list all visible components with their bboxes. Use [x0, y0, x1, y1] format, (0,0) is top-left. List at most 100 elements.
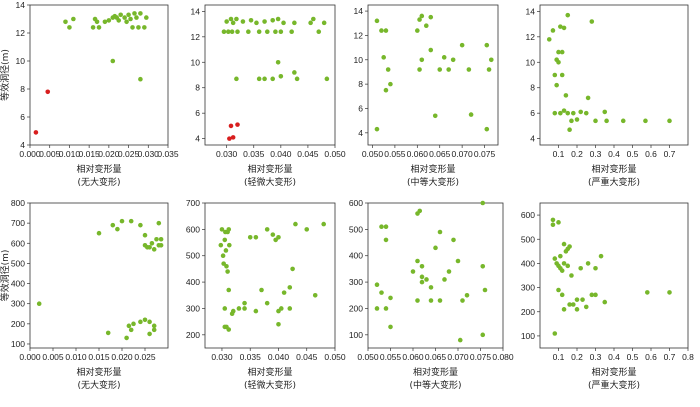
data-point	[316, 29, 322, 35]
x-tick-label: 0.005	[39, 149, 61, 159]
data-point	[290, 266, 295, 272]
data-point	[279, 306, 284, 311]
x-axis-sublabel: (轻微大变形)	[244, 176, 296, 188]
data-point	[419, 57, 425, 63]
data-point	[550, 28, 556, 33]
data-point	[550, 222, 556, 228]
data-point	[270, 76, 276, 82]
data-point	[275, 16, 281, 22]
data-point	[264, 300, 270, 306]
data-point	[281, 20, 286, 26]
data-point	[602, 109, 608, 115]
y-tick-label: 200	[349, 303, 363, 313]
chart-panel-1: 0.0000.0050.0100.0150.0200.0250.0300.035…	[0, 0, 179, 188]
data-point	[63, 19, 68, 25]
data-point	[433, 245, 438, 251]
x-tick-label: 0.5	[627, 352, 639, 362]
y-tick-label: 300	[349, 277, 363, 287]
data-point	[423, 23, 429, 28]
data-point	[292, 20, 297, 26]
plot-area	[29, 202, 169, 349]
data-point	[220, 253, 226, 259]
x-tick-label: 0.055	[380, 352, 402, 362]
data-point	[383, 87, 389, 93]
x-axis-label: 相对变形量	[247, 163, 292, 175]
data-point	[441, 55, 447, 60]
data-point	[253, 234, 259, 240]
y-tick-label: 6	[20, 112, 25, 122]
chart-panel-2: 0.030 0.035 0.040 0.045 0.050 4 6 8 10 12 14 相对变形量(…	[191, 4, 346, 188]
data-point	[552, 72, 558, 78]
x-tick-label: 0.005	[42, 352, 64, 362]
data-point	[424, 277, 429, 282]
x-axis-sublabel: (中等大变形)	[409, 379, 461, 391]
x-axis-sublabel: (无大变形)	[77, 176, 120, 188]
y-tick-label: 200	[521, 307, 535, 317]
data-point	[138, 11, 143, 16]
x-axis-sublabel: (严重大变形)	[588, 176, 640, 188]
data-point	[156, 220, 162, 226]
data-point	[450, 57, 456, 63]
data-point-outlier	[228, 123, 234, 129]
y-tick-label: 4	[20, 140, 25, 150]
data-point	[415, 258, 420, 264]
data-point	[419, 13, 425, 19]
data-point	[374, 126, 380, 132]
data-point	[248, 17, 254, 23]
data-point	[567, 244, 572, 249]
x-tick-label: 0.045	[296, 352, 318, 362]
data-point	[219, 227, 225, 232]
x-axis-label: 相对变形量	[76, 366, 121, 378]
data-point	[130, 25, 135, 30]
y-tick-label: 14	[16, 0, 26, 10]
y-tick-label: 100	[11, 339, 25, 349]
x-tick-label: 0.030	[216, 149, 238, 159]
data-point	[559, 49, 565, 55]
data-point	[593, 292, 598, 298]
data-point	[228, 16, 234, 22]
data-point	[460, 298, 465, 303]
data-point	[242, 306, 247, 311]
data-point	[222, 324, 228, 330]
data-point	[122, 15, 127, 20]
data-point	[292, 70, 297, 75]
chart-panel-6: 0.030 0.035 0.040 0.045 0.050 200 300 400 500 600…	[186, 198, 346, 391]
y-tick-label: 4	[195, 134, 200, 144]
data-point	[574, 307, 580, 312]
data-point	[561, 307, 567, 312]
data-point	[227, 242, 232, 248]
x-tick-label: 0.1	[553, 149, 565, 159]
x-tick-label: 0.020	[111, 352, 133, 362]
y-tick-label: 4	[530, 134, 535, 144]
data-point	[457, 337, 463, 343]
data-point	[259, 287, 264, 293]
data-point	[158, 242, 164, 248]
data-point	[115, 226, 120, 232]
data-point	[118, 12, 123, 18]
data-point	[559, 72, 565, 78]
data-point	[276, 321, 281, 327]
data-point	[593, 118, 598, 124]
data-point	[126, 12, 131, 18]
data-point	[388, 295, 393, 301]
data-point	[466, 67, 472, 72]
data-point	[383, 224, 389, 230]
data-point	[273, 29, 278, 35]
data-point	[253, 308, 259, 314]
data-point	[234, 16, 239, 22]
y-tick-label: 14	[354, 6, 364, 16]
x-tick-label: 0.060	[407, 149, 429, 159]
data-point	[558, 110, 563, 116]
data-point	[583, 304, 589, 310]
data-point	[142, 317, 148, 323]
y-tick-label: 400	[521, 258, 535, 268]
plot-area	[204, 4, 336, 146]
data-point	[154, 236, 159, 242]
data-point	[585, 95, 591, 101]
x-tick-label: 0.070	[451, 149, 473, 159]
data-point	[226, 227, 232, 232]
data-point	[374, 18, 380, 24]
data-point	[134, 15, 139, 20]
data-point	[446, 269, 452, 274]
data-point	[96, 230, 102, 236]
